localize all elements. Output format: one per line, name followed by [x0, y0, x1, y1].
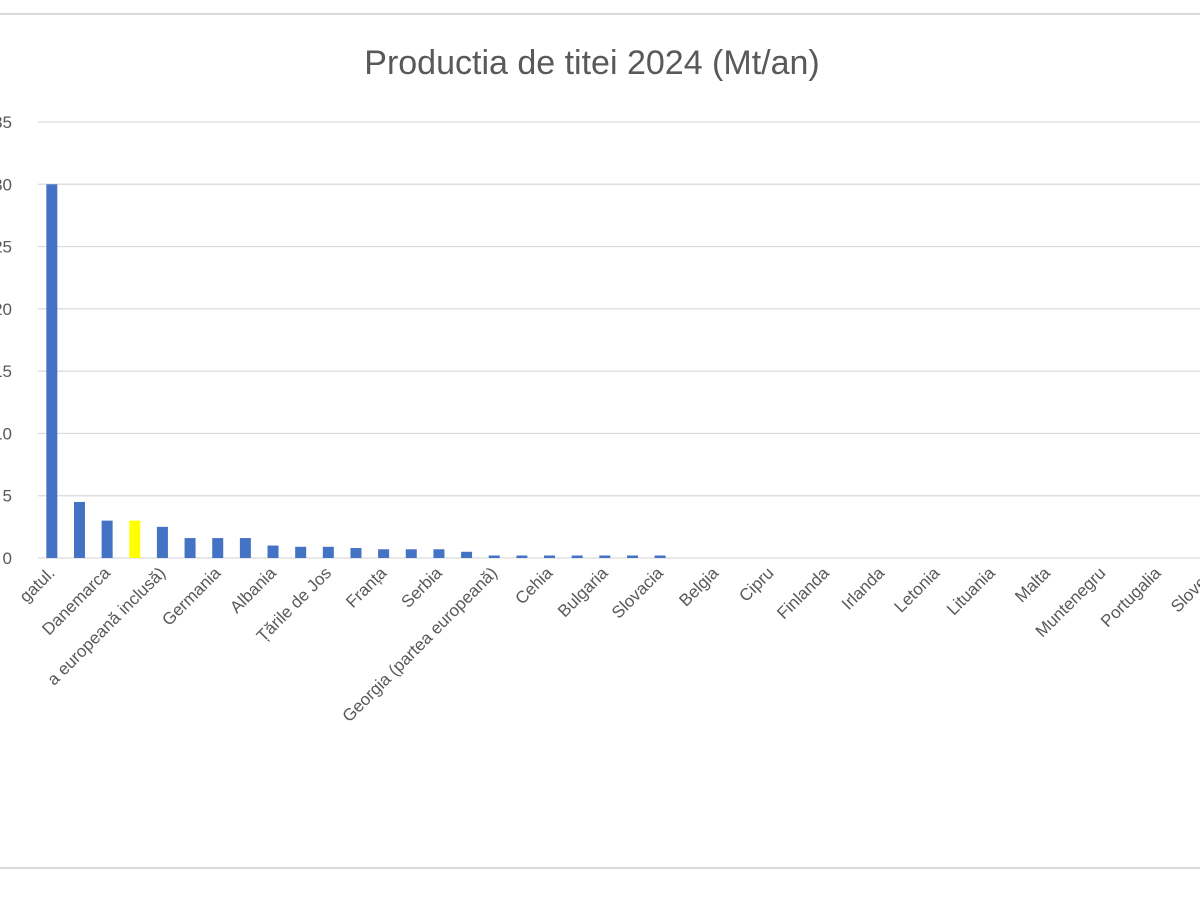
chart-title: Productia de titei 2024 (Mt/an)	[364, 44, 819, 82]
bar	[626, 555, 638, 558]
y-tick-label: 5	[3, 487, 12, 506]
bar	[46, 184, 58, 559]
bar	[378, 549, 390, 558]
bar	[654, 555, 666, 558]
y-tick-label: 10	[0, 424, 12, 443]
bar	[101, 520, 113, 558]
bar	[599, 555, 611, 558]
x-tick-label: Albania	[226, 563, 280, 617]
bar	[129, 520, 141, 558]
x-tick-label: Sloveni	[1167, 563, 1200, 616]
x-tick-label: Serbia	[398, 563, 447, 612]
x-tick-label: gatul.	[16, 563, 59, 606]
bar	[571, 555, 583, 558]
bar	[350, 548, 362, 558]
x-tick-label: Finlanda	[773, 563, 833, 623]
y-tick-label: 25	[0, 238, 12, 257]
x-tick-label: Letonia	[891, 563, 944, 616]
y-tick-label: 15	[0, 362, 12, 381]
x-tick-label: Lituania	[943, 563, 999, 619]
y-tick-label: 30	[0, 175, 12, 194]
x-tick-label: Malta	[1011, 563, 1054, 606]
bar	[488, 555, 500, 558]
x-tick-label: Irlanda	[838, 563, 889, 614]
x-tick-label: Bulgaria	[554, 563, 612, 621]
bar	[516, 555, 528, 558]
bar	[156, 526, 168, 558]
x-tick-label: Slovacia	[608, 563, 667, 622]
bar	[461, 551, 473, 558]
y-tick-label: 20	[0, 300, 12, 319]
y-tick-label: 0	[3, 549, 12, 568]
x-tick-label: Germania	[158, 563, 225, 630]
x-tick-label: Franța	[342, 563, 391, 612]
bar	[405, 549, 417, 558]
bar	[267, 545, 279, 558]
bar	[544, 555, 556, 558]
bar	[295, 546, 307, 558]
bar	[73, 501, 85, 558]
x-tick-label: Cehia	[512, 563, 557, 608]
bar	[239, 538, 251, 558]
x-tick-label: Portugalia	[1097, 563, 1165, 631]
x-tick-label: Cipru	[735, 563, 777, 605]
bar	[322, 546, 334, 558]
y-tick-label: 35	[0, 113, 12, 132]
bar	[184, 538, 196, 558]
bar	[212, 538, 224, 558]
x-tick-label: Belgia	[675, 563, 722, 610]
bar	[433, 549, 445, 558]
